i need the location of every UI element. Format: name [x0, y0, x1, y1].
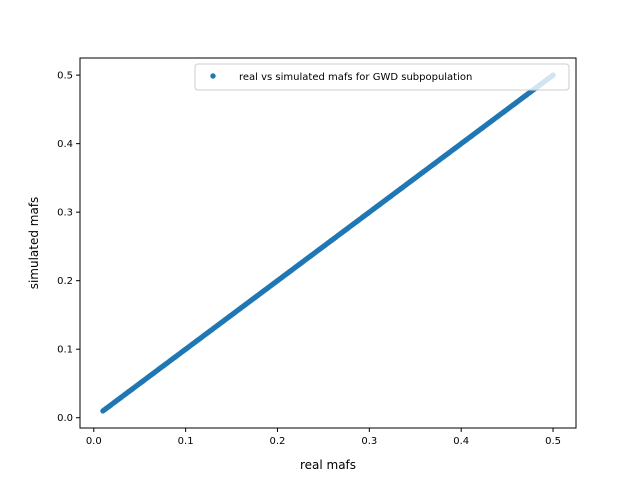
- x-tick-label: 0.5: [545, 436, 561, 447]
- x-tick-label: 0.3: [361, 436, 377, 447]
- legend-box: [194, 63, 570, 91]
- y-axis-ticks: 0.0 0.1 0.2 0.3 0.4 0.5: [57, 71, 80, 424]
- legend-entry-label: real vs simulated mafs for GWD subpopula…: [239, 72, 472, 83]
- series-0: [100, 72, 556, 414]
- x-tick-label: 0.4: [453, 436, 469, 447]
- x-axis-ticks: 0.0 0.1 0.2 0.3 0.4 0.5: [86, 428, 561, 447]
- y-tick-label: 0.3: [57, 208, 73, 219]
- y-tick-label: 0.2: [57, 276, 73, 287]
- y-tick-label: 0.4: [57, 139, 73, 150]
- axes-frame: [79, 57, 577, 429]
- x-tick-label: 0.1: [178, 436, 194, 447]
- legend: real vs simulated mafs for GWD subpopula…: [194, 63, 570, 91]
- data-points: [100, 72, 556, 414]
- y-axis-label: simulated mafs: [27, 197, 41, 290]
- x-tick-label: 0.0: [86, 436, 102, 447]
- legend-marker: [210, 73, 216, 79]
- x-tick-label: 0.2: [270, 436, 286, 447]
- x-axis-label: real mafs: [300, 458, 356, 472]
- y-tick-label: 0.1: [57, 345, 73, 356]
- y-tick-label: 0.0: [57, 413, 73, 424]
- y-tick-label: 0.5: [57, 71, 73, 82]
